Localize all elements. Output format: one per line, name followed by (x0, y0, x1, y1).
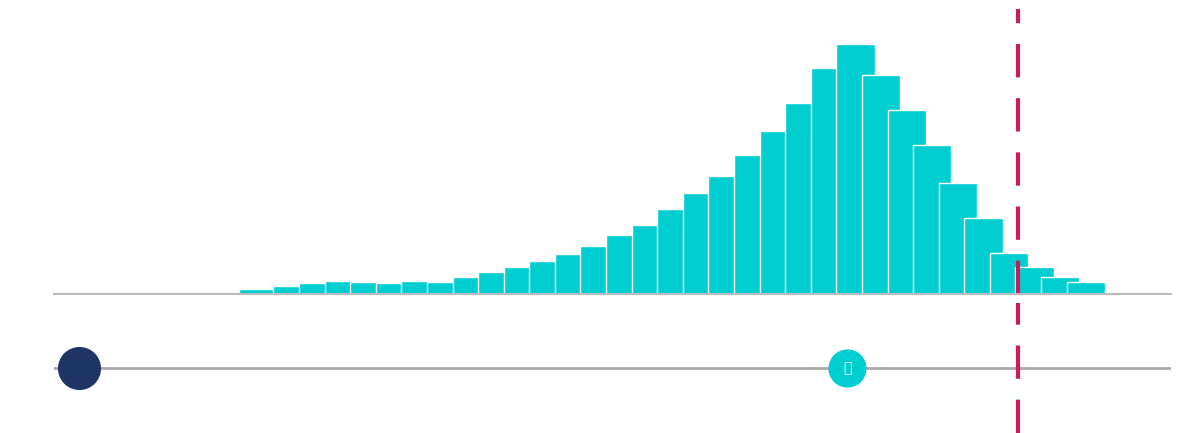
Bar (350, 282, 388, 294)
Bar (239, 289, 277, 294)
Bar (836, 43, 875, 294)
Bar (529, 262, 568, 294)
Bar (632, 225, 670, 294)
Bar (1041, 277, 1079, 294)
Bar (1016, 267, 1054, 294)
Text: 📞: 📞 (842, 361, 851, 375)
Bar (657, 209, 695, 294)
Point (69, 365, 88, 372)
Bar (1067, 282, 1105, 294)
Bar (325, 281, 363, 294)
Bar (734, 155, 772, 294)
Bar (503, 267, 543, 294)
Point (838, 365, 857, 372)
Bar (554, 254, 593, 294)
Bar (888, 110, 926, 294)
Bar (274, 286, 312, 294)
Bar (402, 281, 440, 294)
Bar (964, 218, 1003, 294)
Bar (478, 272, 516, 294)
Bar (913, 145, 951, 294)
Bar (709, 176, 747, 294)
Bar (375, 283, 415, 294)
Bar (606, 235, 644, 294)
Bar (427, 282, 465, 294)
Bar (939, 183, 978, 294)
Bar (299, 283, 337, 294)
Bar (810, 68, 850, 294)
Bar (453, 277, 491, 294)
Bar (760, 131, 798, 294)
Bar (862, 75, 900, 294)
Bar (581, 246, 619, 294)
Bar (682, 194, 722, 294)
Bar (989, 252, 1028, 294)
Bar (785, 103, 823, 294)
